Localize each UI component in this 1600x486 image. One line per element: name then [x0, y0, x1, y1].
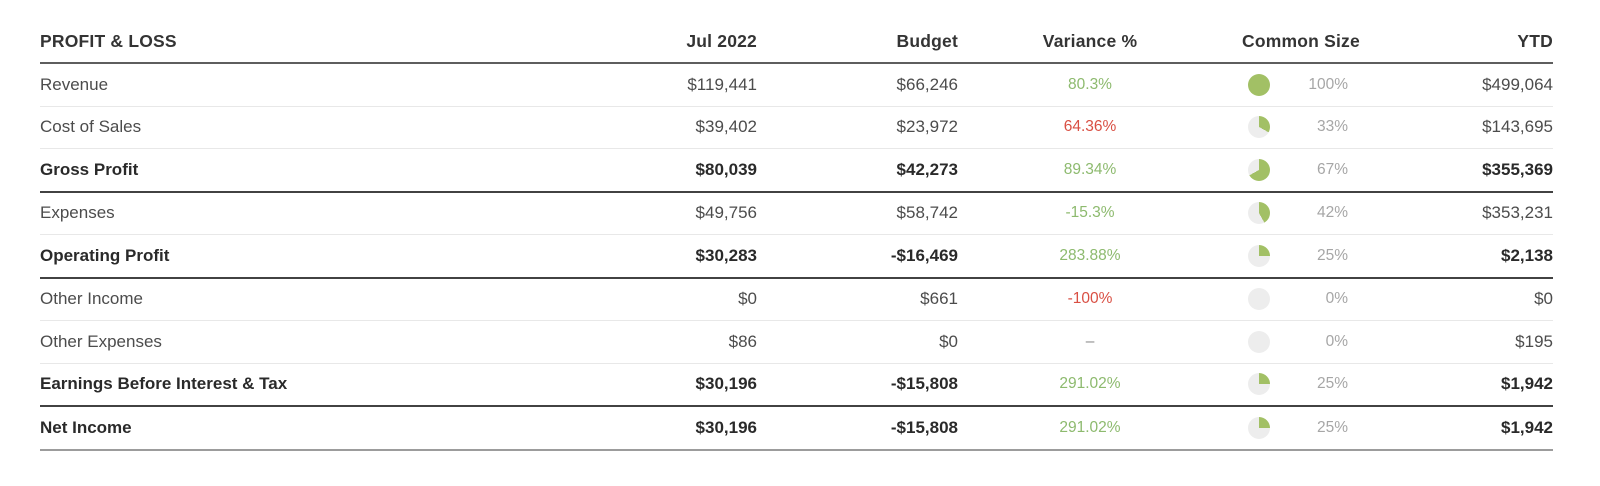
common-size-pie-icon	[1248, 73, 1270, 96]
row-label: Other Income	[40, 289, 143, 309]
table-row: Net Income $30,196 -$15,808 291.02% 25% …	[40, 407, 1553, 451]
row-label: Revenue	[40, 74, 109, 94]
table-row: Other Expenses $86 $0 – 0% $195	[40, 321, 1553, 364]
ytd-value: $195	[1515, 331, 1553, 351]
column-header-budget: Budget	[896, 30, 958, 51]
common-size-percent: 0%	[1325, 332, 1348, 350]
common-size-pie-icon	[1248, 158, 1270, 181]
ytd-value: $1,942	[1501, 417, 1553, 437]
common-size-pie-icon	[1248, 288, 1270, 311]
report-rows: Revenue $119,441 $66,246 80.3% 100% $499…	[40, 64, 1553, 451]
table-row: Revenue $119,441 $66,246 80.3% 100% $499…	[40, 64, 1553, 107]
ytd-value: $2,138	[1501, 245, 1553, 265]
variance-value: -15.3%	[1065, 204, 1115, 222]
variance-value: 89.34%	[1063, 160, 1117, 178]
period-value: $30,283	[695, 245, 757, 265]
row-label: Expenses	[40, 203, 115, 223]
row-label: Operating Profit	[40, 245, 170, 265]
common-size-percent: 25%	[1316, 246, 1348, 264]
budget-value: $58,742	[896, 203, 958, 223]
variance-value: 291.02%	[1059, 375, 1121, 393]
row-label: Net Income	[40, 417, 132, 437]
common-size-percent: 0%	[1325, 290, 1348, 308]
ytd-value: $0	[1534, 289, 1553, 309]
common-size-percent: 25%	[1316, 418, 1348, 436]
period-value: $49,756	[695, 203, 757, 223]
period-value: $86	[728, 331, 757, 351]
column-header-common-size: Common Size	[1242, 30, 1360, 51]
variance-value: -100%	[1067, 290, 1113, 308]
table-row: Operating Profit $30,283 -$16,469 283.88…	[40, 235, 1553, 279]
common-size-percent: 33%	[1316, 118, 1348, 136]
common-size-pie-icon	[1248, 330, 1270, 353]
period-value: $0	[738, 289, 757, 309]
table-row: Other Income $0 $661 -100% 0% $0	[40, 279, 1553, 321]
ytd-value: $353,231	[1482, 203, 1553, 223]
budget-value: $23,972	[896, 117, 958, 137]
variance-value: 64.36%	[1063, 118, 1117, 136]
report-title: PROFIT & LOSS	[40, 30, 177, 51]
row-label: Gross Profit	[40, 159, 139, 179]
common-size-pie-icon	[1248, 416, 1270, 439]
row-label: Earnings Before Interest & Tax	[40, 374, 288, 394]
variance-value: 291.02%	[1059, 418, 1121, 436]
period-value: $30,196	[695, 374, 757, 394]
common-size-percent: 67%	[1316, 160, 1348, 178]
table-row: Gross Profit $80,039 $42,273 89.34% 67% …	[40, 149, 1553, 193]
common-size-percent: 100%	[1308, 75, 1348, 93]
variance-value: 80.3%	[1068, 75, 1112, 93]
period-value: $39,402	[695, 117, 757, 137]
column-header-variance: Variance %	[1042, 30, 1138, 51]
table-row: Expenses $49,756 $58,742 -15.3% 42% $353…	[40, 193, 1553, 235]
variance-value: –	[1085, 332, 1095, 350]
budget-value: $661	[920, 289, 958, 309]
ytd-value: $143,695	[1482, 117, 1553, 137]
column-header-ytd: YTD	[1517, 30, 1553, 51]
table-row: Cost of Sales $39,402 $23,972 64.36% 33%…	[40, 107, 1553, 149]
row-label: Other Expenses	[40, 331, 162, 351]
profit-loss-report: PROFIT & LOSS Jul 2022 Budget Variance %…	[40, 22, 1553, 451]
budget-value: -$16,469	[890, 245, 958, 265]
variance-value: 283.88%	[1059, 246, 1121, 264]
common-size-pie-icon	[1248, 116, 1270, 139]
ytd-value: $499,064	[1482, 74, 1553, 94]
budget-value: -$15,808	[890, 417, 958, 437]
budget-value: $42,273	[896, 159, 958, 179]
row-label: Cost of Sales	[40, 117, 142, 137]
budget-value: -$15,808	[890, 374, 958, 394]
column-header-period: Jul 2022	[686, 30, 757, 51]
common-size-pie-icon	[1248, 244, 1270, 267]
report-header-row: PROFIT & LOSS Jul 2022 Budget Variance %…	[40, 22, 1553, 64]
ytd-value: $355,369	[1482, 159, 1553, 179]
table-row: Earnings Before Interest & Tax $30,196 -…	[40, 364, 1553, 407]
period-value: $119,441	[687, 74, 757, 94]
period-value: $80,039	[695, 159, 757, 179]
budget-value: $0	[939, 331, 958, 351]
common-size-pie-icon	[1248, 202, 1270, 225]
common-size-pie-icon	[1248, 373, 1270, 396]
ytd-value: $1,942	[1501, 374, 1553, 394]
common-size-percent: 42%	[1316, 204, 1348, 222]
period-value: $30,196	[695, 417, 757, 437]
budget-value: $66,246	[896, 74, 958, 94]
common-size-percent: 25%	[1316, 375, 1348, 393]
